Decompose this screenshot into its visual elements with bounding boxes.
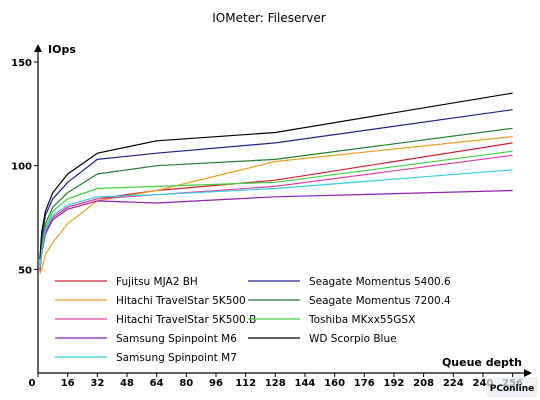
axes [34, 44, 532, 377]
watermark-text: PConline [490, 384, 534, 394]
series-line [39, 136, 513, 274]
x-tick-label: 16 [61, 378, 75, 389]
series-line [39, 92, 513, 260]
y-tick-label: 100 [11, 162, 32, 173]
chart-title: IOMeter: Fileserver [212, 11, 326, 25]
watermark-logo: PConline [486, 377, 538, 397]
series-lines [39, 92, 513, 274]
legend-label: Hitachi TravelStar 5K500.B [116, 314, 256, 326]
x-tick-label: 192 [384, 378, 405, 389]
x-axis-label: Queue depth [442, 356, 522, 369]
legend-label: Samsung Spinpoint M6 [116, 333, 237, 345]
x-tick-label: 48 [120, 378, 134, 389]
legend-label: Fujitsu MJA2 BH [116, 276, 198, 288]
legend: Fujitsu MJA2 BH Seagate Momentus 5400.6 Hi… [55, 276, 451, 364]
series-line [39, 169, 513, 268]
x-tick-label: 0 [29, 378, 36, 389]
x-tick-label: 144 [295, 378, 316, 389]
x-tick-label: 128 [265, 378, 286, 389]
series-line [39, 109, 513, 266]
legend-item: Samsung Spinpoint M7 [55, 352, 237, 364]
x-tick-label: 64 [150, 378, 164, 389]
series-line [39, 189, 513, 270]
y-tick-label: 50 [18, 265, 32, 276]
legend-label: Toshiba MKxx55GSX [308, 314, 415, 326]
legend-item: Seagate Momentus 7200.4 [248, 295, 451, 307]
legend-item: Seagate Momentus 5400.6 [248, 276, 451, 288]
legend-item: Fujitsu MJA2 BH [55, 276, 198, 288]
x-tick-label: 240 [472, 378, 493, 389]
legend-item: Hitachi TravelStar 5K500 [55, 295, 246, 307]
legend-label: Seagate Momentus 5400.6 [309, 276, 451, 288]
legend-item: WD Scorpio Blue [248, 333, 397, 345]
x-tick-label: 96 [209, 378, 223, 389]
x-tick-label: 208 [413, 378, 434, 389]
legend-item: Hitachi TravelStar 5K500.B [55, 314, 256, 326]
x-tick-label: 80 [179, 378, 193, 389]
x-tick-label: 32 [90, 378, 104, 389]
legend-item: Samsung Spinpoint M6 [55, 333, 237, 345]
series-line [39, 142, 513, 272]
series-line [39, 150, 513, 268]
y-ticks: 50 100 150 [11, 58, 38, 276]
legend-label: WD Scorpio Blue [309, 333, 397, 345]
y-axis-label: IOps [48, 43, 76, 56]
legend-item: Toshiba MKxx55GSX [248, 314, 415, 326]
x-axis-arrow [524, 369, 532, 377]
y-axis-arrow [34, 44, 42, 52]
x-tick-label: 224 [443, 378, 464, 389]
y-tick-label: 150 [11, 58, 32, 69]
x-ticks: 0 16 32 48 64 80 96 112 128 144 160 176 192 208 224 240… [29, 373, 523, 389]
x-tick-label: 176 [354, 378, 375, 389]
legend-label: Seagate Momentus 7200.4 [309, 295, 451, 307]
x-tick-label: 112 [235, 378, 256, 389]
x-tick-label: 160 [324, 378, 345, 389]
series-line [39, 127, 513, 266]
legend-label: Samsung Spinpoint M7 [116, 352, 237, 364]
legend-label: Hitachi TravelStar 5K500 [116, 295, 246, 307]
